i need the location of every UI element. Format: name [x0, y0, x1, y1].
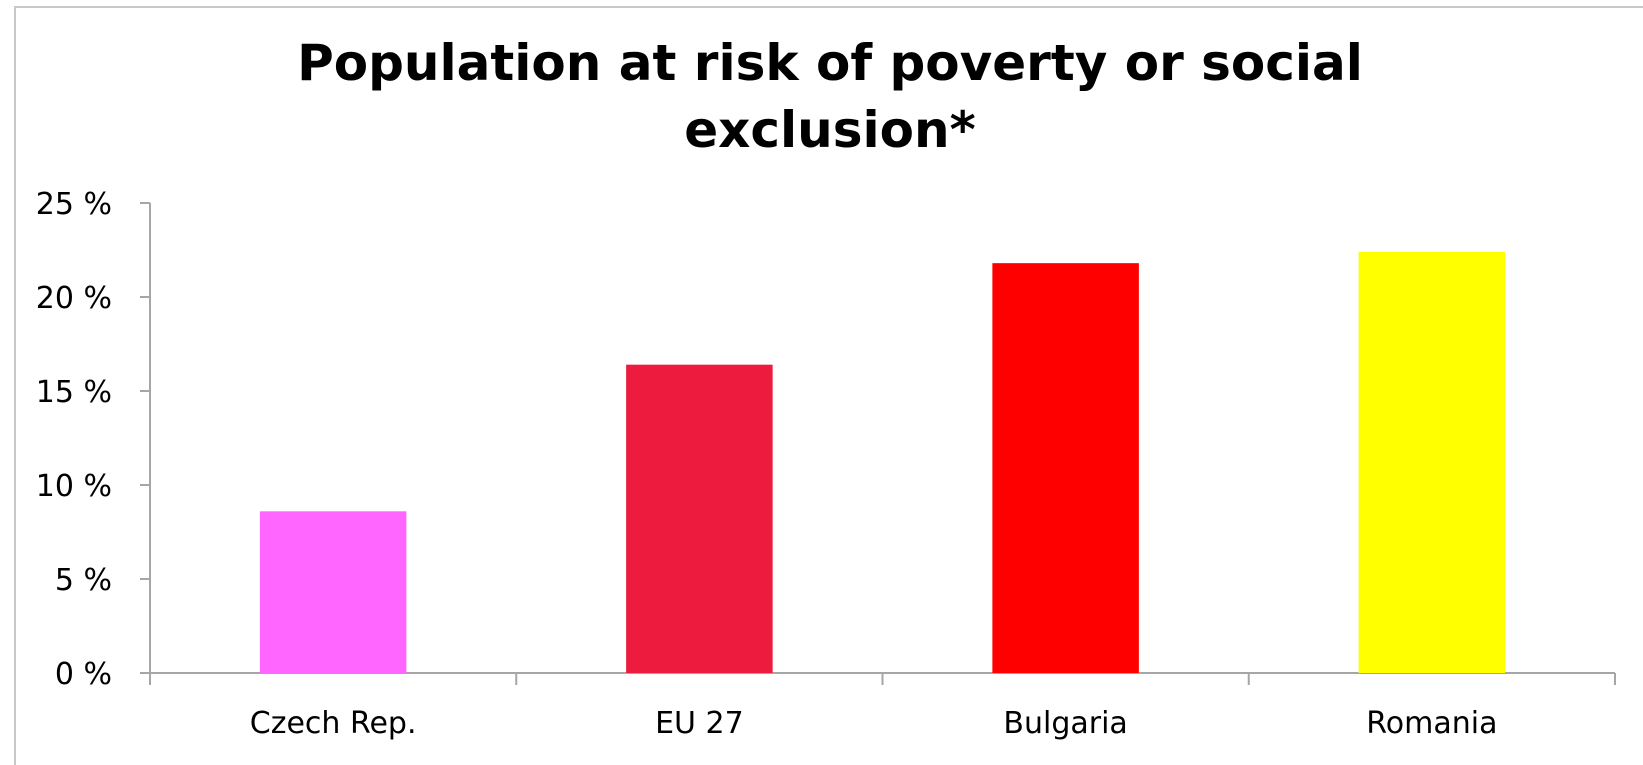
chart-title-line-1: Population at risk of poverty or social	[297, 34, 1363, 92]
y-tick-label: 5 %	[55, 563, 112, 598]
x-category-label: Romania	[1366, 706, 1497, 741]
bar	[259, 511, 407, 673]
chart-title-line-2: exclusion*	[684, 101, 976, 159]
x-category-label: EU 27	[655, 706, 744, 741]
plot-area: 0 % 5 % 10 % 15 % 20 % 25 % Czech Rep. EU 27 Bul…	[36, 187, 1616, 741]
y-tick-label: 25 %	[36, 187, 112, 222]
x-category-label: Czech Rep.	[250, 706, 417, 741]
bar	[992, 263, 1139, 673]
bar	[626, 364, 773, 673]
bar	[1358, 251, 1506, 673]
y-tick-label: 15 %	[36, 375, 112, 410]
y-tick-label: 0 %	[55, 657, 112, 692]
y-tick-label: 10 %	[36, 469, 112, 504]
x-category-label: Bulgaria	[1003, 706, 1127, 741]
y-tick-label: 20 %	[36, 281, 112, 316]
